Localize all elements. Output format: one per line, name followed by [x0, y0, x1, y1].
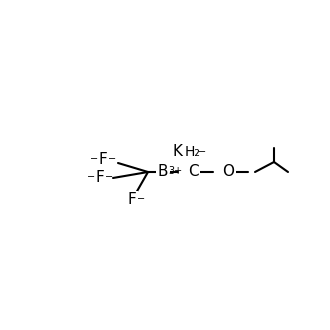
Text: 3+: 3+ [168, 166, 182, 176]
Text: −: − [90, 154, 98, 164]
Text: F: F [128, 192, 136, 208]
Text: F: F [99, 152, 107, 168]
Text: −: − [108, 154, 116, 164]
Text: −: − [105, 172, 113, 182]
Text: K: K [173, 145, 183, 159]
Text: +: + [183, 146, 191, 156]
Text: B: B [158, 164, 168, 180]
Text: O: O [222, 164, 234, 180]
Text: C: C [188, 164, 198, 180]
Text: −: − [137, 194, 145, 204]
Text: −: − [87, 172, 95, 182]
Text: −: − [197, 147, 206, 156]
Text: H₂: H₂ [185, 145, 201, 159]
Text: F: F [96, 171, 104, 185]
